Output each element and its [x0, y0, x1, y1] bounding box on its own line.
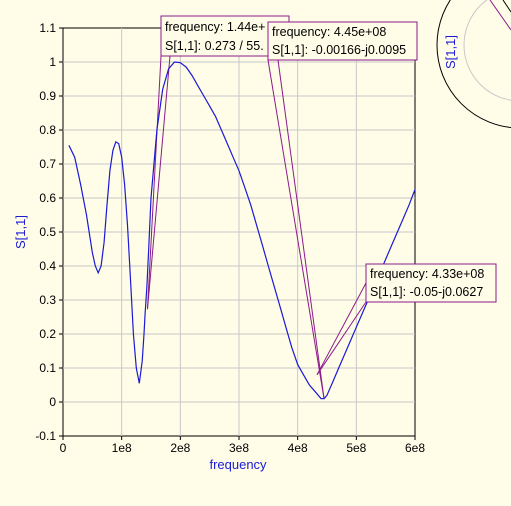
marker-leader-line [146, 55, 162, 310]
marker-leader-line [277, 59, 325, 399]
y-tick-label: 0.9 [39, 89, 56, 103]
marker-box-3-frame[interactable] [365, 263, 497, 303]
x-tick-label: 5e8 [346, 441, 366, 455]
polar-outer-circle [436, 0, 511, 128]
y-tick-label: 0.1 [39, 361, 56, 375]
x-tick-label: 0 [60, 441, 67, 455]
marker-3-value: S[1,1]: -0.05-j0.0627 [370, 285, 483, 299]
marker-leader-line [146, 55, 171, 310]
marker-box-3[interactable]: frequency: 4.33e+08 S[1,1]: -0.05-j0.062… [365, 263, 497, 303]
x-tick-label: 2e8 [170, 441, 190, 455]
y-tick-label: 0.3 [39, 293, 56, 307]
x-tick-label: 1e8 [112, 441, 132, 455]
marker-lines [146, 55, 367, 399]
polar-grid-circle [463, 0, 511, 101]
marker-2-value: S[1,1]: -0.00166-j0.0095 [272, 43, 406, 57]
x-tick-label: 4e8 [288, 441, 308, 455]
polar-inset: S[1,1] [436, 0, 511, 128]
y-tick-label: 0.5 [39, 225, 56, 239]
polar-axis-label: S[1,1] [443, 35, 458, 69]
marker-1-value: S[1,1]: 0.273 / 55. [165, 39, 264, 53]
marker-leader-line [316, 282, 367, 376]
x-tick-label: 6e8 [405, 441, 425, 455]
y-tick-label: 1 [49, 55, 56, 69]
y-tick-label: 0.8 [39, 123, 56, 137]
marker-2-frequency: frequency: 4.45e+08 [272, 25, 386, 39]
marker-leader-line [267, 59, 325, 399]
polar-marker-line [489, 0, 511, 31]
y-tick-label: 0.4 [39, 259, 56, 273]
y-tick-label: 1.1 [39, 21, 56, 35]
polar-radial-line [502, 0, 511, 13]
marker-3-frequency: frequency: 4.33e+08 [370, 267, 484, 281]
marker-box-2[interactable]: frequency: 4.45e+08 S[1,1]: -0.00166-j0.… [267, 21, 418, 61]
x-axis-title: frequency [209, 457, 267, 472]
grid [63, 28, 415, 436]
axis-ticks: 0 1e8 2e8 3e8 4e8 5e8 6e8 -0.1 0 0.1 0.2 0.3 0.4 0.5 0… [35, 21, 425, 455]
y-tick-label: 0.2 [39, 327, 56, 341]
y-tick-label: -0.1 [35, 429, 56, 443]
x-tick-label: 3e8 [229, 441, 249, 455]
y-axis-title: S[1,1] [13, 215, 28, 249]
y-tick-label: 0.6 [39, 191, 56, 205]
marker-box-2-frame[interactable] [267, 21, 418, 61]
y-tick-label: 0 [49, 395, 56, 409]
y-tick-label: 0.7 [39, 157, 56, 171]
trace-layer [68, 61, 416, 400]
marker-1-frequency: frequency: 1.44e+ [165, 20, 265, 34]
marker-leader-line [316, 301, 367, 376]
trace-line [68, 61, 416, 400]
